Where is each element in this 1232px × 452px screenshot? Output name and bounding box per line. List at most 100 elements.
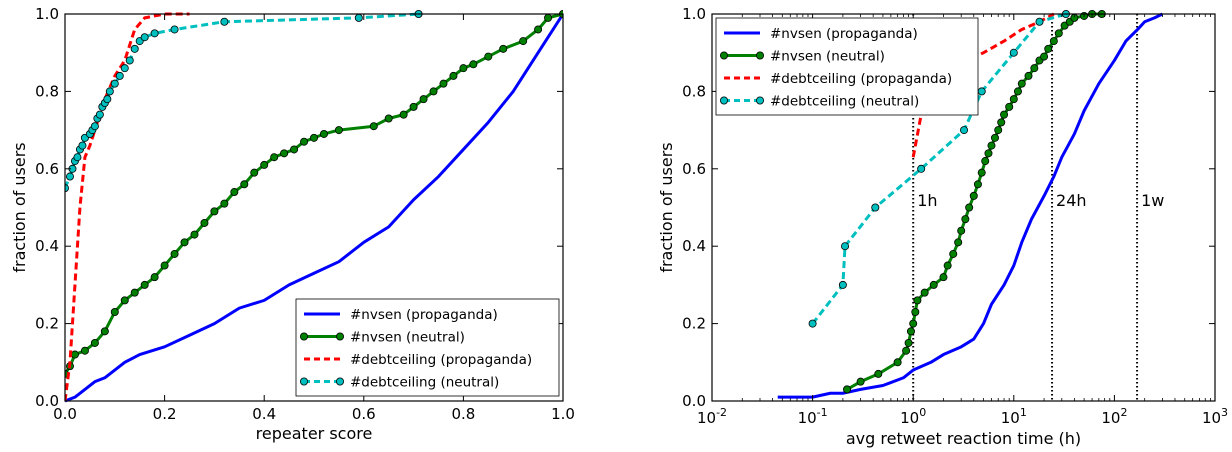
data-point — [961, 215, 970, 224]
legend-label: #debtceiling (propaganda) — [770, 71, 952, 87]
legend-marker — [756, 96, 765, 105]
data-point — [150, 29, 159, 38]
data-point — [220, 199, 229, 208]
data-point — [954, 238, 963, 247]
data-point — [115, 71, 124, 80]
data-point — [260, 160, 269, 169]
x-tick-label: 0.4 — [252, 405, 276, 423]
y-tick-label: 0.4 — [35, 237, 59, 255]
legend-label: #nvsen (neutral) — [770, 49, 885, 65]
data-point — [856, 377, 865, 386]
data-point — [73, 153, 82, 162]
data-point — [419, 95, 428, 104]
data-point — [977, 87, 986, 96]
chart-panel-1: 0.0 0.2 0.4 0.6 0.8 1.0 0.0 0.2 0.4 0.6 0.8 1.0 repe… — [10, 5, 575, 443]
data-point — [100, 327, 109, 336]
legend-marker — [756, 51, 765, 60]
legend-label: #debtceiling (neutral) — [350, 375, 499, 391]
data-point — [499, 44, 508, 53]
data-point — [1009, 48, 1018, 57]
data-point — [1030, 64, 1039, 73]
data-point — [170, 249, 179, 258]
data-point — [65, 172, 74, 181]
data-point — [1024, 71, 1033, 80]
legend-label: #debtceiling (neutral) — [770, 94, 919, 110]
data-point — [190, 230, 199, 239]
legend-label: #debtceiling (propaganda) — [350, 352, 532, 368]
y-tick-label: 0.2 — [682, 315, 706, 333]
series-1 — [65, 13, 563, 403]
x-tick-label: 0.8 — [451, 405, 475, 423]
y-tick-label: 0.6 — [35, 160, 59, 178]
reference-line-label: 24h — [1056, 191, 1087, 210]
legend-marker — [335, 377, 344, 386]
x-tick-label: 0.0 — [53, 405, 77, 423]
data-point — [990, 133, 999, 142]
data-point — [290, 145, 299, 154]
x-tick-label: 1.0 — [551, 405, 575, 423]
series-1 — [777, 12, 1164, 399]
data-point — [1005, 102, 1014, 111]
y-tick-label: 0.6 — [682, 160, 706, 178]
y-tick-label: 0.8 — [682, 82, 706, 100]
data-point — [965, 203, 974, 212]
series-line — [846, 12, 1102, 391]
data-point — [319, 129, 328, 138]
data-point — [519, 37, 528, 46]
data-point — [1013, 87, 1022, 96]
data-point — [230, 188, 239, 197]
data-point — [270, 153, 279, 162]
data-point — [110, 307, 119, 316]
data-point — [469, 60, 478, 69]
y-tick-label: 0.2 — [35, 315, 59, 333]
data-point — [210, 207, 219, 216]
series-line — [777, 12, 1164, 399]
data-point — [929, 280, 938, 289]
legend-marker — [720, 51, 729, 60]
data-point — [843, 385, 852, 394]
series-line — [65, 12, 419, 189]
legend-entry: #debtceiling (propaganda) — [724, 71, 952, 87]
data-point — [917, 164, 926, 173]
data-point — [70, 350, 79, 359]
y-tick-label: 0.0 — [35, 392, 59, 410]
data-point — [997, 118, 1006, 127]
data-point — [439, 79, 448, 88]
legend-entry: #nvsen (neutral) — [299, 330, 465, 346]
legend-entry: #nvsen (propaganda) — [724, 26, 918, 42]
data-point — [409, 102, 418, 111]
data-point — [943, 261, 952, 270]
reference-line-label: 1w — [1141, 191, 1164, 210]
y-tick-label: 1.0 — [35, 5, 59, 23]
data-point — [1054, 29, 1063, 38]
x-tick-label: 102 — [1101, 406, 1127, 427]
data-point — [125, 56, 134, 65]
data-point — [484, 52, 493, 61]
data-point — [973, 180, 982, 189]
plot-frame — [711, 13, 1216, 402]
data-point — [1000, 110, 1009, 119]
legend-label: #nvsen (propaganda) — [770, 26, 918, 42]
data-point — [150, 273, 159, 282]
y-tick-label: 0.8 — [35, 82, 59, 100]
data-point — [105, 87, 114, 96]
y-tick-label: 1.0 — [682, 5, 706, 23]
legend-marker — [335, 332, 344, 341]
data-point — [911, 307, 920, 316]
plot-frame — [64, 13, 564, 402]
legend: #nvsen (propaganda) #nvsen (neutral) #debt… — [715, 17, 979, 116]
legend-label: #nvsen (propaganda) — [350, 307, 498, 323]
x-tick-label: 10-1 — [798, 406, 828, 427]
data-point — [120, 64, 129, 73]
legend-marker — [299, 377, 308, 386]
data-point — [90, 338, 99, 347]
legend: #nvsen (propaganda) #nvsen (neutral) #debt… — [295, 298, 560, 397]
data-point — [1044, 44, 1053, 53]
data-point — [838, 280, 847, 289]
data-point — [1009, 95, 1018, 104]
data-point — [1035, 17, 1044, 26]
data-point — [984, 149, 993, 158]
data-point — [354, 13, 363, 22]
y-tick-label: 0.0 — [682, 392, 706, 410]
data-point — [309, 133, 318, 142]
